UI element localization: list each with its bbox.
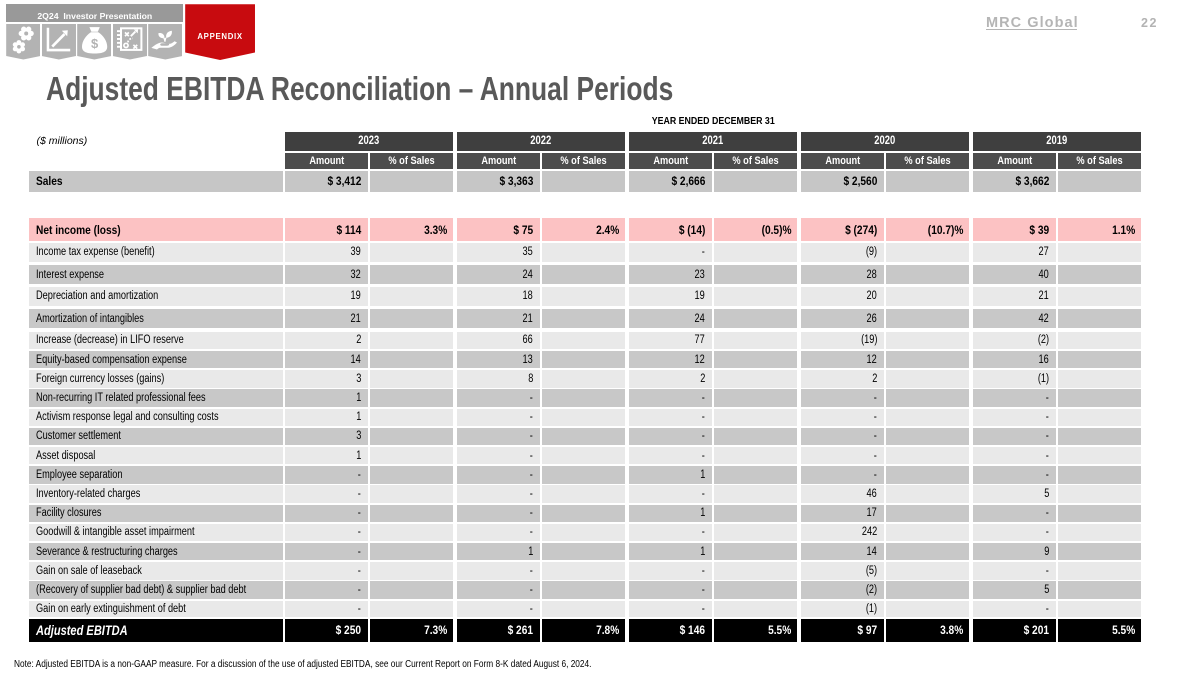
svg-text:$: $ bbox=[91, 36, 99, 51]
